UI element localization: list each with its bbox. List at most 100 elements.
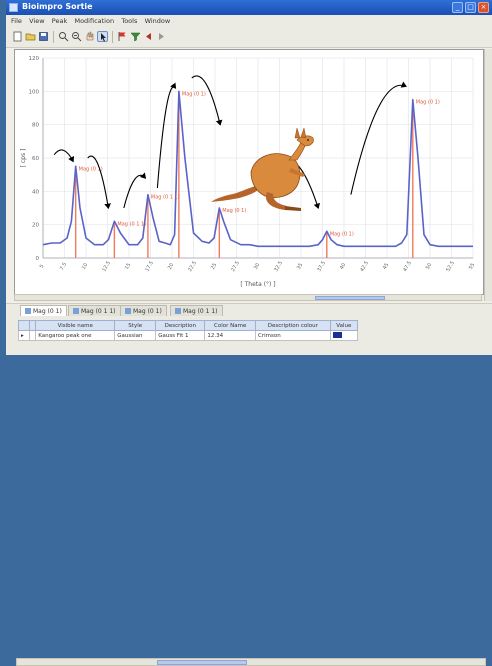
x-tick-label: 5 xyxy=(39,264,46,270)
tab-label: Mag (0 1) xyxy=(33,308,62,315)
peak-label[interactable]: Mag (0 1) xyxy=(182,91,206,97)
color-swatch xyxy=(332,332,342,339)
peak-icon xyxy=(73,308,79,314)
x-tick-label: 15 xyxy=(124,262,132,271)
table-header[interactable]: Visible name xyxy=(35,320,116,331)
table-row[interactable]: ▸ Kangaroo peak one Gaussian Gauss Fit 1… xyxy=(18,330,359,341)
table-header[interactable] xyxy=(28,320,37,331)
x-tick-label: 42.5 xyxy=(359,260,370,273)
menu-file[interactable]: File xyxy=(11,17,22,25)
hand-icon[interactable] xyxy=(84,31,95,42)
tab-peak-2[interactable]: Mag (0 1 1) xyxy=(68,305,121,316)
y-tick-label: 100 xyxy=(29,89,40,95)
peak-label[interactable]: Mag (0 1) xyxy=(330,231,354,237)
tab-label: Mag (0 1 1) xyxy=(81,308,116,315)
y-tick-label: 40 xyxy=(32,189,39,195)
table-header[interactable]: Description xyxy=(155,320,206,331)
save-icon[interactable] xyxy=(38,31,49,42)
open-icon[interactable] xyxy=(25,31,36,42)
tab-label: Mag (0 1 1) xyxy=(183,308,218,315)
x-tick-label: 32.5 xyxy=(273,260,284,273)
curved-arrow xyxy=(350,81,407,195)
tab-strip: Mag (0 1) Mag (0 1 1) Mag (0 1) Mag (0 1… xyxy=(6,303,492,317)
row-checkbox-cell[interactable] xyxy=(28,330,37,341)
toolbar xyxy=(6,27,492,48)
table-header[interactable]: Value xyxy=(329,320,359,331)
peak-label[interactable]: Mag (0 1 1) xyxy=(151,195,180,201)
toolbar-separator xyxy=(112,31,113,43)
x-tick-label: 55 xyxy=(468,262,476,271)
menu-bar: File View Peak Modification Tools Window xyxy=(6,15,492,27)
chart-panel[interactable]: 0 20 40 60 80 100 120 5 7.5 10 12.5 15 17.5 20 22.5 25 2… xyxy=(14,49,484,295)
table-header[interactable]: Style xyxy=(114,320,157,331)
y-tick-label: 80 xyxy=(32,123,39,129)
x-tick-label: 40 xyxy=(339,262,347,271)
zoom-in-icon[interactable] xyxy=(58,31,69,42)
peak-table-area: Visible name Style Description Color Nam… xyxy=(6,317,492,666)
app-icon xyxy=(9,3,18,12)
curved-arrow xyxy=(53,149,75,163)
cursor-icon[interactable] xyxy=(97,31,108,42)
y-axis-label: [ cps ] xyxy=(20,149,27,168)
scrollbar-thumb[interactable] xyxy=(157,660,247,665)
table-cell[interactable]: Kangaroo peak one xyxy=(35,330,116,341)
table-cell[interactable]: Gaussian xyxy=(114,330,157,341)
peak-icon xyxy=(125,308,131,314)
table-cell[interactable]: Crimson xyxy=(255,330,331,341)
title-bar[interactable]: Bioimpro Sortie _ □ × xyxy=(6,0,492,15)
zoom-out-icon[interactable] xyxy=(71,31,82,42)
x-tick-label: 17.5 xyxy=(144,260,155,273)
x-tick-label: 50 xyxy=(425,262,433,271)
curved-arrow xyxy=(87,155,111,210)
spectrum-chart[interactable]: 0 20 40 60 80 100 120 5 7.5 10 12.5 15 17.5 20 22.5 25 2… xyxy=(15,50,483,294)
maximize-button[interactable]: □ xyxy=(465,2,476,13)
table-horizontal-scrollbar[interactable] xyxy=(16,658,486,666)
peak-icon xyxy=(25,308,31,314)
tab-peak-4[interactable]: Mag (0 1 1) xyxy=(170,305,223,316)
table-header[interactable]: Color Name xyxy=(204,320,257,331)
y-tick-label: 120 xyxy=(29,56,40,62)
y-tick-label: 0 xyxy=(36,256,40,262)
peak-label[interactable]: Mag (0 1) xyxy=(79,166,103,172)
peak-label[interactable]: Mag (0 1 1) xyxy=(117,221,146,227)
scrollbar-thumb[interactable] xyxy=(315,296,385,300)
row-indicator[interactable]: ▸ xyxy=(18,330,30,341)
y-tick-label: 60 xyxy=(32,156,39,162)
x-tick-label: 52.5 xyxy=(445,260,456,273)
filter-icon[interactable] xyxy=(130,31,141,42)
table-cell[interactable]: 12.34 xyxy=(204,330,257,341)
toolbar-separator xyxy=(53,31,54,43)
menu-window[interactable]: Window xyxy=(144,17,171,25)
x-tick-label: 7.5 xyxy=(59,262,68,272)
curved-arrow xyxy=(123,172,147,209)
peak-label[interactable]: Mag (0 1) xyxy=(222,208,246,214)
menu-modification[interactable]: Modification xyxy=(74,17,115,25)
tab-peak-1[interactable]: Mag (0 1) xyxy=(20,305,67,316)
table-header[interactable] xyxy=(18,320,30,331)
arrow-left-icon[interactable] xyxy=(143,31,154,42)
flag-icon[interactable] xyxy=(117,31,128,42)
chart-horizontal-scrollbar[interactable] xyxy=(14,294,482,301)
tab-peak-3[interactable]: Mag (0 1) xyxy=(120,305,167,316)
x-tick-label: 22.5 xyxy=(187,260,198,273)
minimize-button[interactable]: _ xyxy=(452,2,463,13)
table-header[interactable]: Description colour xyxy=(255,320,331,331)
new-icon[interactable] xyxy=(12,31,23,42)
y-tick-label: 20 xyxy=(32,223,39,229)
menu-tools[interactable]: Tools xyxy=(121,17,138,25)
menu-view[interactable]: View xyxy=(29,17,45,25)
kangaroo-icon xyxy=(211,127,314,211)
vertical-scrollbar[interactable] xyxy=(484,49,492,301)
menu-peak[interactable]: Peak xyxy=(51,17,68,25)
x-tick-label: 35 xyxy=(296,262,304,271)
color-swatch-cell[interactable] xyxy=(329,330,359,341)
arrow-right-icon[interactable] xyxy=(156,31,167,42)
close-button[interactable]: × xyxy=(478,2,489,13)
peak-label[interactable]: Mag (0 1) xyxy=(416,100,440,106)
table-cell[interactable]: Gauss Fit 1 xyxy=(155,330,206,341)
x-tick-label: 10 xyxy=(81,262,89,271)
peak-table: Visible name Style Description Color Nam… xyxy=(18,320,359,341)
curved-arrow xyxy=(191,75,223,126)
series-line xyxy=(42,90,473,248)
x-tick-label: 37.5 xyxy=(316,260,327,273)
